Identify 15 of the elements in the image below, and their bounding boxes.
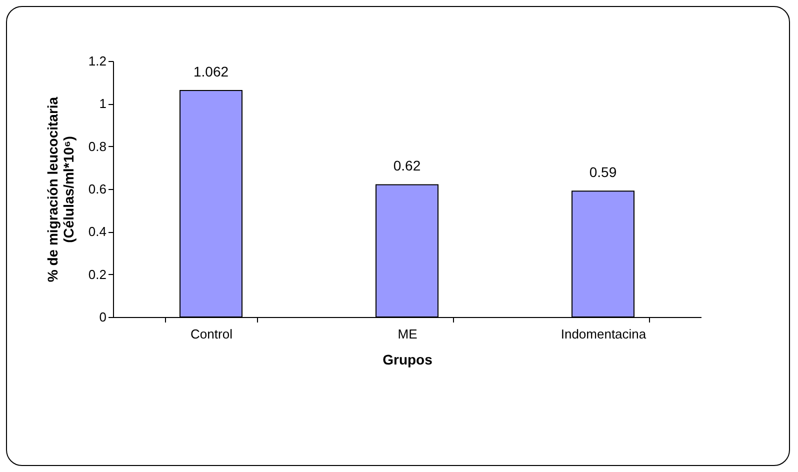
x-axis-title: Grupos [382, 352, 433, 368]
data-label: 0.59 [589, 164, 617, 180]
data-label: 1.062 [193, 63, 229, 80]
x-tick-label: Control [190, 326, 233, 342]
y-axis-title: % de migración leucocitaria (Células/ml*10⁶) [44, 96, 76, 282]
y-tick-label: 0.2 [88, 266, 106, 282]
y-tick-label: 1 [99, 96, 106, 112]
x-tick-label: Indomentacina [560, 326, 647, 342]
x-tick-label: ME [398, 326, 418, 342]
y-tick-label: 0.6 [88, 182, 106, 196]
data-label: 0.62 [393, 158, 421, 174]
y-tick-label: 1.2 [88, 54, 106, 68]
y-tick-label: 0.8 [88, 138, 106, 154]
y-tick-label: 0 [99, 310, 106, 324]
y-tick-label: 0.4 [88, 224, 106, 240]
